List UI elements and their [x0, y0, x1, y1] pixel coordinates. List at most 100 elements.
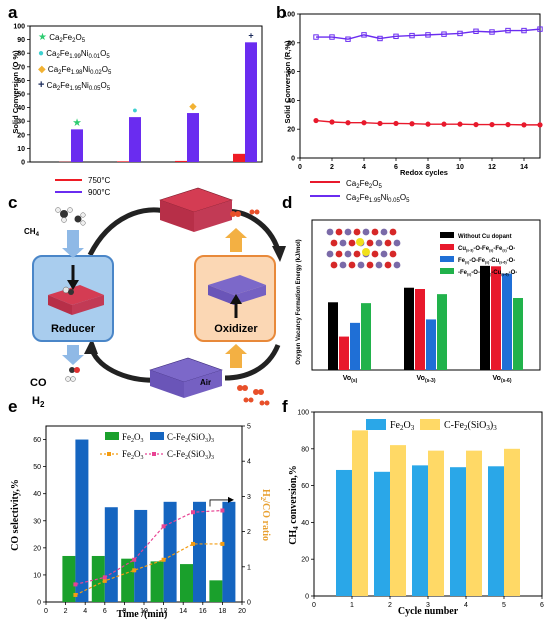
oxidizer-outlet-arrow: [225, 228, 247, 238]
panel-e-ytick-label-6: 60: [33, 437, 41, 444]
inset-atom: [330, 239, 338, 247]
panel-f-ytick-label-3: 60: [301, 483, 309, 490]
panel-e-right-ytick-label-5: 5: [247, 424, 251, 431]
inset-atom: [393, 239, 401, 247]
point-b-0-6: [409, 121, 415, 127]
bar-d-0-0: [328, 302, 338, 370]
panel-a-ytick-label-6: 60: [17, 78, 25, 85]
point-b-0-12: [505, 121, 511, 128]
panel-b-ytick-label-0: 0: [291, 156, 295, 163]
air-inlet-arrow: [225, 344, 247, 354]
panel-b-ytick-label-2: 40: [287, 98, 295, 105]
panel-a: a Solid Conversion (O %) 0 10 20 30 40 50 60 70…: [8, 3, 263, 197]
panel-a-species-legend: ★ Ca2Fe2O5 ● Ca2Fe1.99Ni0.01O5 ◆ Ca2Fe1.…: [38, 32, 112, 92]
bar-f-0-1: [352, 430, 368, 596]
panel-label-c: c: [8, 193, 17, 212]
bar-d-0-2: [350, 322, 360, 370]
panel-d-xtick-label-2: Vo(s-6): [493, 375, 512, 384]
panel-b: b Solid Conversion (R,%) Redox cycles 0 2…: [276, 3, 543, 204]
panel-d-xtick-label-0: Vo(s): [343, 375, 358, 384]
cycle-arrow-bottom-right: [224, 343, 281, 381]
air-label: Air: [200, 378, 211, 387]
legend-e-swatch-1: [105, 432, 119, 440]
inset-atom: [384, 261, 392, 269]
panel-b-ytick-label-3: 60: [287, 69, 295, 76]
point-b-1-0: [313, 34, 319, 40]
panel-e-ytick-label-5: 50: [33, 464, 41, 471]
panel-b-legend: Ca2Fe2O5 Ca2Fe1.95Ni0.05O5: [310, 179, 410, 204]
inset-atom: [330, 261, 338, 269]
panel-e-ytick-label-2: 20: [33, 545, 41, 552]
annotation-arrow: [209, 499, 228, 507]
marker-a-1: ●: [132, 105, 137, 115]
panel-f-bars: [336, 430, 520, 596]
bar-a-3-0: [233, 153, 245, 162]
bar-e-4-0: [180, 564, 193, 602]
panel-e: e CO selectivity,% H2/CO ratio Time /(mi…: [8, 397, 271, 620]
panel-f-xtick-label-0: 0: [312, 602, 316, 609]
arrow-head-bottom: [84, 338, 98, 354]
bar-d-1-3: [437, 294, 447, 370]
panel-e-xtick-label-8: 16: [199, 608, 207, 615]
panel-a-axes: 0 10 20 30 40 50 60 70 80 90 100: [13, 24, 263, 167]
panel-f-xlabel: Cycle number: [398, 606, 459, 617]
panel-f-ytick-label-2: 40: [301, 520, 309, 527]
panel-b-xtick-label-1: 2: [330, 164, 334, 171]
panel-f-ytick-label-5: 100: [297, 410, 309, 417]
panel-b-frame: [299, 13, 541, 159]
bar-e-4-1: [193, 501, 206, 602]
panel-b-ytick-label-4: 80: [287, 40, 295, 47]
panel-e-lines: [73, 496, 234, 597]
product-outlet-arrow: [62, 355, 84, 365]
cycle-arrow-top-left: [87, 207, 169, 257]
panel-a-ytick-label-1: 10: [17, 146, 25, 153]
bar-d-2-3: [513, 298, 523, 370]
bar-e-3-1: [163, 501, 177, 602]
ch4-inlet-arrow: [62, 248, 84, 258]
point-b-0-8: [441, 121, 447, 127]
bar-f-4-0: [488, 466, 504, 596]
panel-e-y2label: H2/CO ratio: [259, 489, 271, 541]
legend-b-label-2: Ca2Fe1.95Ni0.05O5: [346, 193, 410, 204]
panel-d-ylabel: Oxygen Vacancy Formation Energy (kJ/mol): [296, 239, 302, 364]
inset-atom: [348, 261, 356, 269]
panel-f-ytick-label-4: 80: [301, 446, 309, 453]
panel-a-bars: [59, 42, 257, 162]
inset-atom: [375, 239, 383, 247]
cycle-arrow-bottom-left: [89, 348, 161, 383]
panel-e-ytick-label-3: 30: [33, 518, 41, 525]
bar-f-2-1: [428, 450, 444, 596]
crystal-top: [159, 187, 233, 232]
bar-d-1-2: [426, 319, 436, 370]
inset-atom: [357, 261, 365, 269]
panel-label-d: d: [282, 193, 292, 212]
panel-e-xtick-label-3: 6: [103, 608, 107, 615]
panel-b-ylabel: Solid Conversion (R,%): [283, 40, 292, 123]
ch4-molecule-icon: [55, 207, 86, 226]
h2-label: H2: [32, 395, 45, 409]
point-e-0-1: [102, 578, 107, 583]
panel-d-xtick-label-1: Vo(s-3): [417, 375, 436, 384]
panel-e-xtick-label-9: 18: [219, 608, 227, 615]
inset-atom: [384, 239, 392, 247]
marker-a-3: +: [248, 30, 253, 40]
bar-a-3-1: [245, 42, 257, 162]
inset-atom: [380, 228, 388, 236]
panel-b-ytick-label-1: 20: [287, 127, 295, 134]
bar-f-1-1: [390, 445, 406, 596]
panel-e-xtick-label-1: 2: [64, 608, 68, 615]
point-e-0-5: [220, 541, 225, 546]
bar-d-2-1: [491, 266, 501, 370]
point-b-0-10: [473, 121, 479, 128]
inset-atom: [393, 261, 401, 269]
point-b-0-13: [521, 122, 527, 128]
point-b-0-0: [313, 117, 319, 124]
panel-d-legend: Without Cu dopant Cu(s-3)-O-Fe(s)-Fe(s)-…: [440, 232, 517, 277]
panel-b-xtick-label-4: 8: [426, 164, 430, 171]
panel-f-xtick-label-2: 2: [388, 602, 392, 609]
legend-f-swatch-1: [366, 419, 386, 430]
panel-a-ytick-label-4: 40: [17, 105, 25, 112]
point-e-1-3: [161, 524, 166, 529]
panel-a-ytick-label-5: 50: [17, 92, 25, 99]
